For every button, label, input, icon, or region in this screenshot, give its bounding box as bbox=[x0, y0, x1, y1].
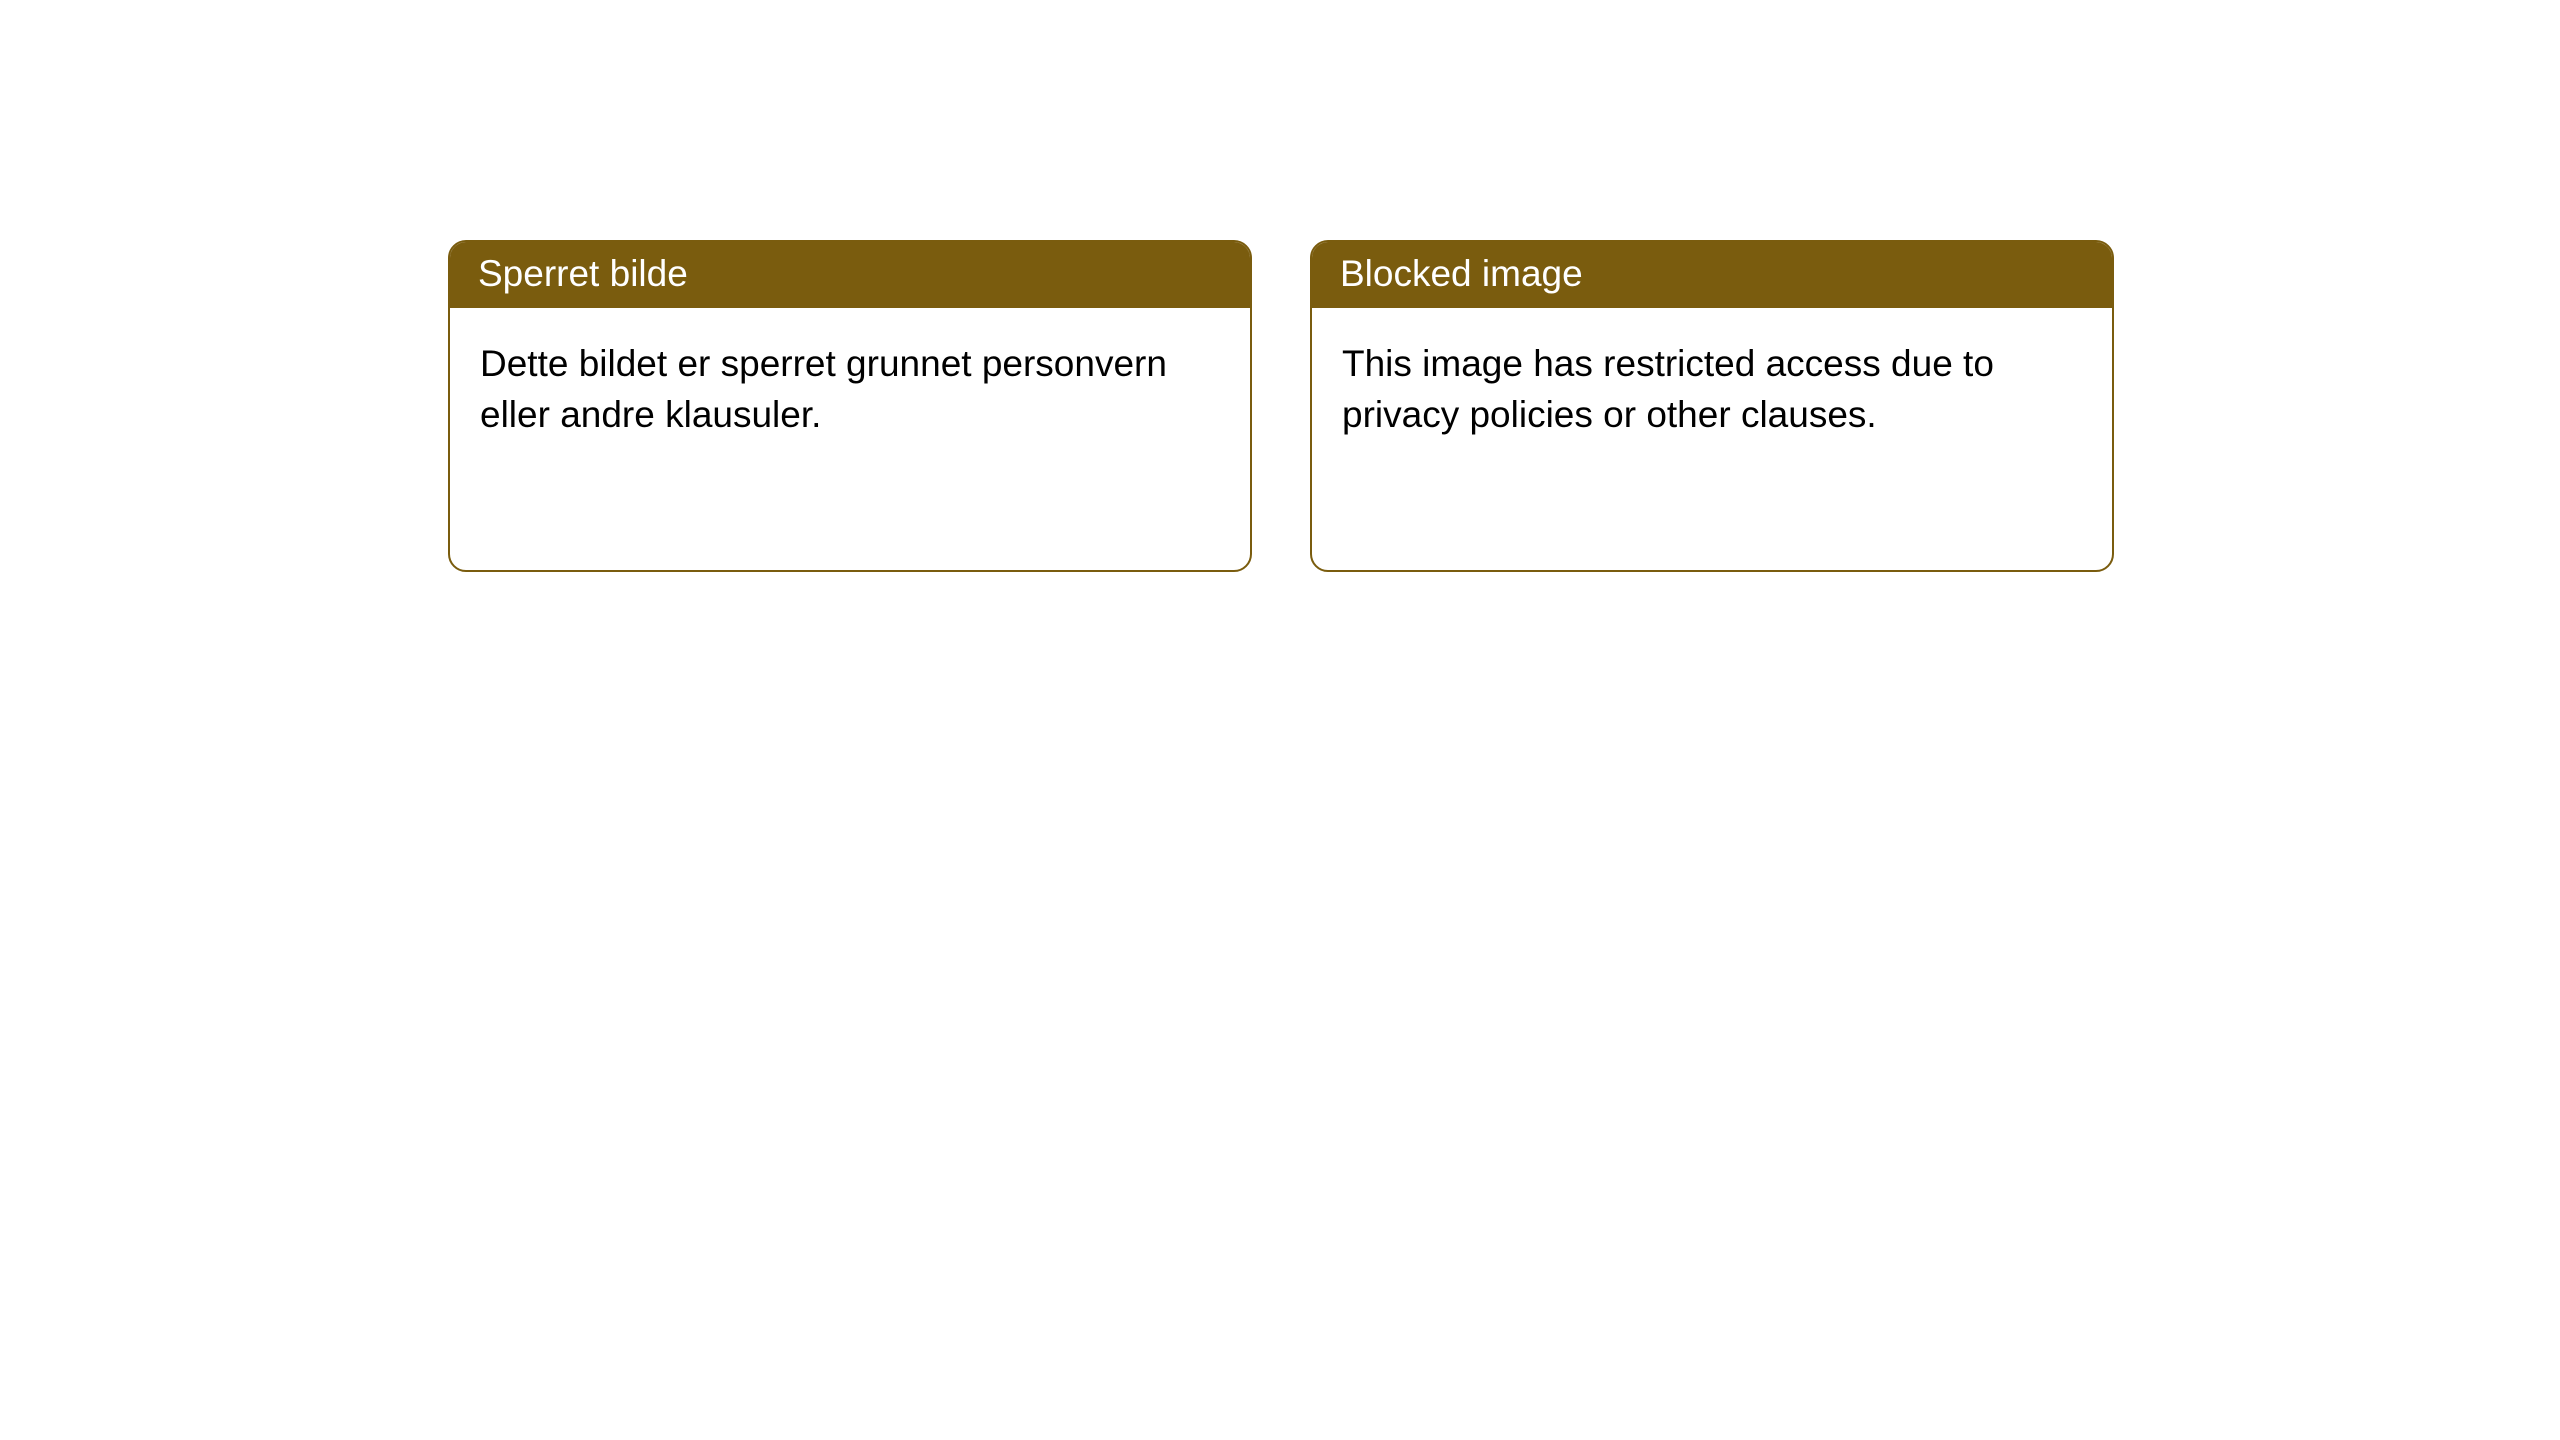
card-message-en: This image has restricted access due to … bbox=[1342, 343, 1994, 435]
card-body-en: This image has restricted access due to … bbox=[1312, 308, 2112, 470]
blocked-image-card-en: Blocked image This image has restricted … bbox=[1310, 240, 2114, 572]
card-header-no: Sperret bilde bbox=[450, 242, 1250, 308]
card-header-en: Blocked image bbox=[1312, 242, 2112, 308]
card-message-no: Dette bildet er sperret grunnet personve… bbox=[480, 343, 1167, 435]
card-title-en: Blocked image bbox=[1340, 253, 1583, 294]
notice-container: Sperret bilde Dette bildet er sperret gr… bbox=[0, 0, 2560, 572]
blocked-image-card-no: Sperret bilde Dette bildet er sperret gr… bbox=[448, 240, 1252, 572]
card-title-no: Sperret bilde bbox=[478, 253, 688, 294]
card-body-no: Dette bildet er sperret grunnet personve… bbox=[450, 308, 1250, 470]
